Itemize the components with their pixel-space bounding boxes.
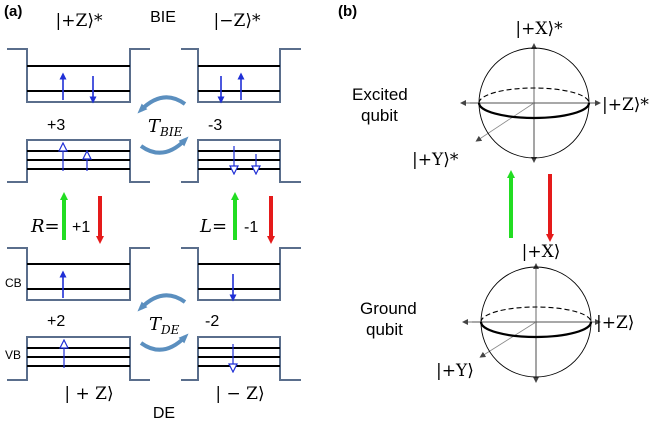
value-plus-2: +2 [47, 313, 65, 330]
ket-plus-z-star: |+Z⟩* [56, 11, 103, 31]
ground-bloch-sphere [462, 263, 601, 383]
ket-minus-z: | − Z⟩ [215, 384, 264, 404]
t-de-cycle-icon [137, 293, 189, 352]
ket-x: |+X⟩ [522, 242, 561, 262]
left-bie-conduction-well [7, 48, 150, 104]
value-minus-2: -2 [205, 313, 219, 330]
right-bie-valence-well [181, 139, 301, 183]
ket-x-star: |+X⟩* [515, 19, 563, 39]
r-value: +1 [72, 219, 90, 236]
r-label: R= [30, 216, 60, 237]
de-title: DE [153, 405, 175, 422]
bie-title: BIE [150, 9, 176, 26]
l-label: L= [199, 216, 227, 237]
panel-b-label: (b) [338, 3, 357, 20]
value-plus-3: +3 [47, 117, 65, 134]
ground-label-line2: qubit [366, 320, 403, 339]
value-minus-3: -3 [208, 117, 222, 134]
left-bie-valence-well [7, 139, 150, 183]
right-de-conduction-well [181, 247, 301, 302]
ket-z: |+Z⟩ [596, 313, 634, 333]
right-de-valence-well [181, 336, 301, 381]
ket-y-star: |+Y⟩* [412, 150, 459, 170]
excited-label-line2: qubit [361, 106, 398, 125]
t-de-label: TDE [149, 314, 180, 337]
right-bie-conduction-well [181, 48, 301, 104]
ket-plus-z: | + Z⟩ [64, 384, 113, 404]
ket-y: |+Y⟩ [436, 361, 474, 381]
ground-label-line1: Ground [360, 299, 417, 318]
left-de-conduction-well [7, 247, 150, 301]
l-value: -1 [244, 219, 258, 236]
left-de-valence-well [7, 336, 150, 381]
ket-z-star: |+Z⟩* [602, 95, 649, 115]
cb-label: CB [5, 276, 22, 290]
panel-a-label: (a) [4, 3, 22, 20]
vb-label: VB [5, 348, 21, 362]
excited-bloch-sphere [460, 43, 601, 163]
excited-label-line1: Excited [352, 85, 408, 104]
t-bie-label: TBIE [148, 116, 183, 139]
ket-minus-z-star: |−Z⟩* [214, 11, 261, 31]
t-bie-cycle-icon [137, 95, 189, 155]
